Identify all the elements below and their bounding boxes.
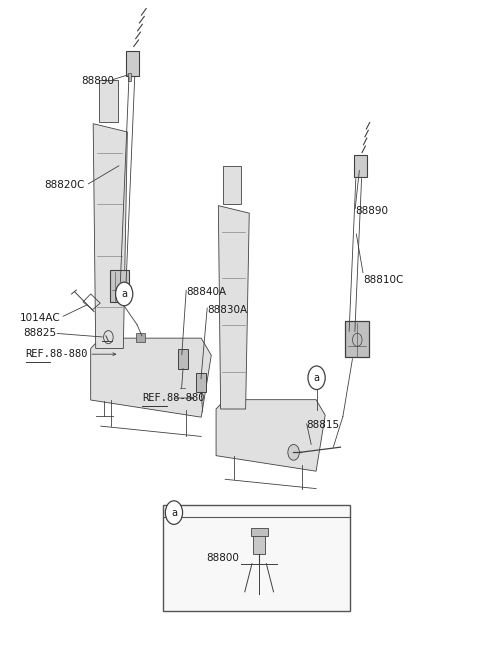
Bar: [223, 167, 240, 204]
Text: a: a: [313, 373, 320, 382]
Bar: [251, 527, 268, 535]
Text: 88810C: 88810C: [363, 275, 404, 285]
Polygon shape: [216, 400, 325, 471]
Polygon shape: [91, 338, 211, 417]
Text: 88825: 88825: [24, 328, 57, 338]
Circle shape: [308, 366, 325, 390]
Text: 88815: 88815: [306, 420, 339, 430]
Text: REF.88-880: REF.88-880: [142, 393, 204, 403]
Bar: [99, 81, 118, 121]
Bar: [253, 533, 265, 554]
Text: a: a: [121, 289, 127, 299]
Text: 88840A: 88840A: [186, 287, 227, 297]
Bar: [128, 73, 132, 81]
Text: 88800: 88800: [206, 554, 240, 564]
Bar: [178, 349, 188, 369]
Bar: [196, 373, 206, 392]
Bar: [136, 333, 145, 342]
Text: a: a: [171, 508, 177, 518]
Text: 88890: 88890: [81, 75, 114, 85]
Text: REF.88-880: REF.88-880: [25, 349, 88, 359]
Bar: [345, 321, 369, 358]
Polygon shape: [218, 205, 249, 409]
Text: 88890: 88890: [355, 207, 388, 216]
Text: 88830A: 88830A: [207, 304, 248, 315]
Text: 88820C: 88820C: [45, 180, 85, 190]
Circle shape: [116, 282, 133, 306]
Bar: [110, 270, 129, 302]
Text: 1014AC: 1014AC: [20, 312, 60, 323]
Bar: [354, 155, 367, 177]
Bar: [126, 51, 140, 76]
Polygon shape: [93, 124, 127, 348]
Bar: [163, 504, 350, 611]
Circle shape: [288, 445, 300, 461]
Circle shape: [165, 501, 182, 524]
